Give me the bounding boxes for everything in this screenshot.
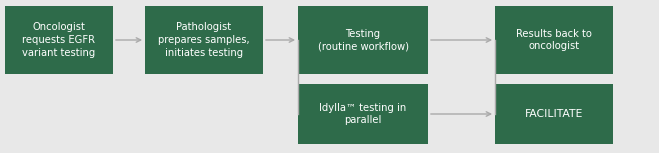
Bar (5, 6, 113, 74)
Bar (298, 6, 428, 74)
Bar (298, 84, 428, 144)
Bar (495, 6, 613, 74)
Bar (495, 84, 613, 144)
Text: Results back to
oncologist: Results back to oncologist (516, 29, 592, 51)
Text: Testing
(routine workflow): Testing (routine workflow) (318, 29, 409, 51)
Text: FACILITATE: FACILITATE (525, 109, 583, 119)
Text: Pathologist
prepares samples,
initiates testing: Pathologist prepares samples, initiates … (158, 22, 250, 58)
Text: Idylla™ testing in
parallel: Idylla™ testing in parallel (320, 103, 407, 125)
Text: Oncologist
requests EGFR
variant testing: Oncologist requests EGFR variant testing (22, 22, 96, 58)
Bar (145, 6, 263, 74)
